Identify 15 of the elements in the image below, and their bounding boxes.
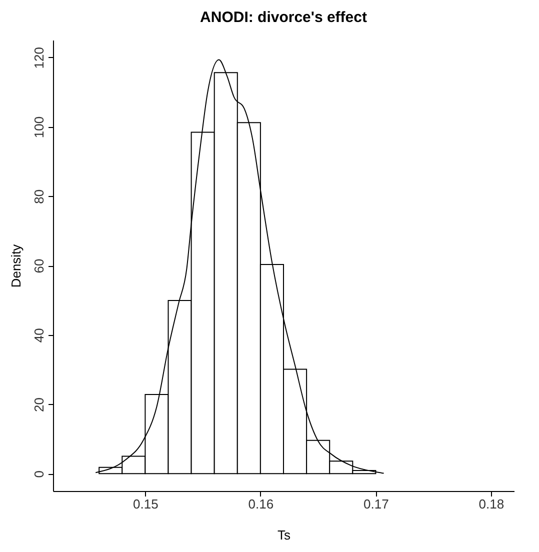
y-tick-label: 100 (32, 116, 46, 138)
y-tick-label: 80 (32, 189, 46, 204)
x-axis-title: Ts (278, 528, 291, 542)
y-tick-label: 40 (32, 328, 46, 343)
x-tick-label: 0.16 (248, 496, 274, 512)
y-tick-label: 20 (32, 398, 46, 412)
y-tick-label: 0 (32, 470, 46, 478)
line-series (95, 59, 384, 474)
chart-title: ANODI: divorce's effect (200, 9, 367, 26)
y-tick-label: 60 (32, 258, 46, 274)
x-tick-label: 0.15 (133, 496, 158, 512)
x-tick-label: 0.17 (364, 496, 389, 512)
y-tick-label: 120 (32, 46, 46, 69)
y-axis-title: Density (8, 244, 24, 288)
x-tick-label: 0.18 (478, 496, 504, 512)
